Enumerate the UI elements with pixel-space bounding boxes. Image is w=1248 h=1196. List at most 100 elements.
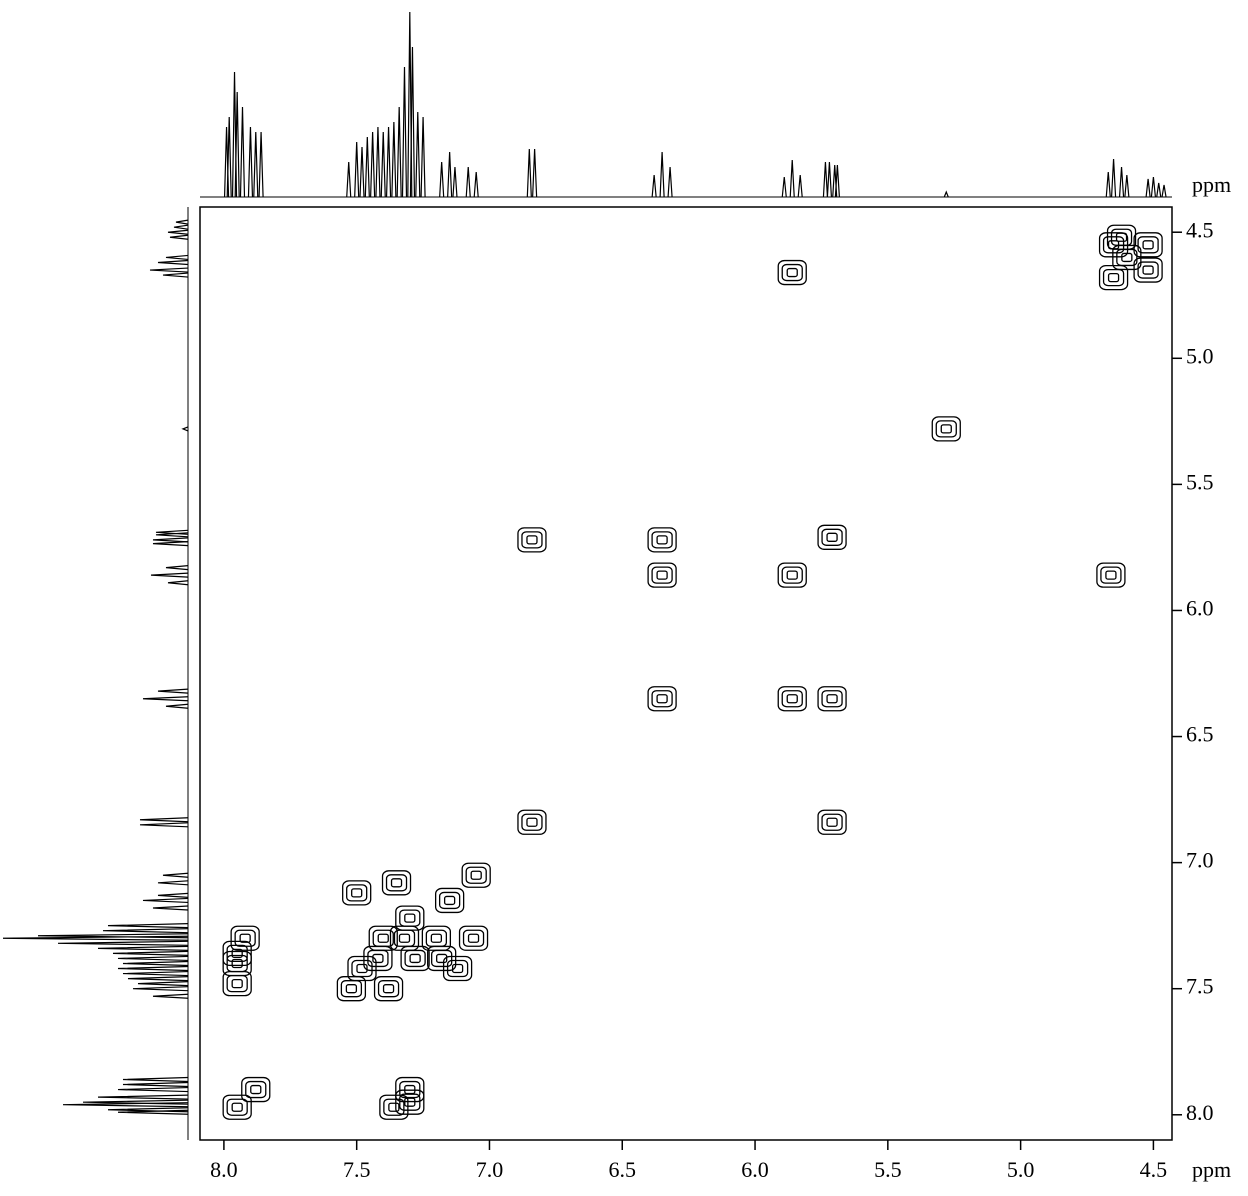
projection-peak	[473, 171, 479, 198]
projection-peak-vertical	[137, 981, 189, 987]
contour	[230, 925, 260, 951]
contour	[826, 817, 838, 827]
projection-peak	[1145, 178, 1151, 198]
contour	[656, 570, 668, 580]
contour	[935, 420, 957, 438]
contour	[1121, 252, 1133, 263]
contour	[1115, 232, 1128, 242]
projection-peak-vertical	[152, 993, 189, 999]
contour	[1137, 261, 1159, 279]
contour	[241, 1076, 271, 1103]
contour	[398, 933, 411, 943]
contour	[409, 953, 421, 964]
contour	[431, 949, 453, 968]
contour	[404, 913, 416, 923]
y-tick-label: 6.5	[1186, 722, 1214, 747]
projection-peak-vertical	[165, 564, 189, 571]
contour	[461, 862, 491, 888]
projection-peak	[651, 174, 657, 198]
projection-peak-vertical	[37, 933, 189, 939]
projection-peak-vertical	[157, 892, 189, 899]
contour	[234, 929, 256, 947]
contour	[427, 945, 457, 972]
projection-peak	[1156, 182, 1162, 198]
contour	[395, 1089, 425, 1115]
projection-peak-vertical	[139, 822, 189, 828]
projection-peak-vertical	[142, 696, 189, 702]
projection-peak-vertical	[165, 703, 189, 709]
projection-peak-vertical	[157, 880, 189, 886]
projection-peak	[234, 91, 240, 198]
contour	[786, 267, 798, 278]
contour	[826, 694, 838, 704]
contour	[1142, 265, 1154, 275]
projection-peak-vertical	[169, 234, 189, 240]
projection-peak-vertical	[122, 1076, 189, 1083]
contour	[446, 959, 469, 978]
contour	[245, 1080, 267, 1099]
projection-peak	[391, 121, 397, 198]
projection-peak	[247, 126, 254, 198]
contour	[1133, 232, 1163, 258]
x-tick-label: 5.0	[1007, 1157, 1035, 1182]
projection-peak	[359, 146, 365, 198]
contour	[517, 527, 547, 553]
y-tick-label: 4.5	[1186, 217, 1214, 242]
contour	[436, 953, 448, 964]
projection-peak-vertical	[132, 986, 189, 992]
projection-peak-vertical	[175, 219, 189, 225]
projection-peak-vertical	[165, 254, 189, 261]
projection-peak	[226, 116, 232, 198]
x-tick-label: 6.5	[609, 1157, 637, 1182]
projection-peak	[826, 161, 833, 198]
contour	[250, 1084, 262, 1095]
contour	[434, 887, 465, 914]
projection-peak	[659, 151, 665, 198]
contour	[379, 1094, 409, 1120]
projection-peak-vertical	[107, 1107, 189, 1113]
contour	[231, 1102, 243, 1112]
projection-peak	[364, 136, 370, 198]
projection-peak-vertical	[152, 905, 189, 911]
projection-peak-vertical	[155, 529, 189, 535]
projection-peak	[380, 131, 386, 198]
projection-peak-vertical	[112, 950, 189, 956]
projection-peak	[943, 190, 949, 198]
contour	[651, 531, 673, 549]
contour	[226, 975, 248, 993]
contour	[438, 891, 461, 910]
projection-peak	[452, 166, 458, 198]
contour	[777, 562, 807, 588]
x-tick-label: 7.0	[476, 1157, 504, 1182]
contour	[336, 976, 367, 1002]
y-tick-label: 5.5	[1186, 469, 1214, 494]
contour	[425, 929, 448, 947]
x-axis-label-top: ppm	[1192, 172, 1231, 197]
contour	[342, 880, 372, 906]
projection-peak	[385, 126, 392, 198]
projection-peak-vertical	[157, 688, 189, 694]
projection-peak	[409, 46, 416, 198]
projection-peak-vertical	[167, 229, 189, 235]
projection-peak-vertical	[152, 541, 189, 547]
contour	[1105, 570, 1117, 580]
contour	[372, 929, 394, 947]
projection-peak-vertical	[57, 940, 189, 946]
contour	[377, 980, 400, 998]
x-tick-label: 5.5	[874, 1157, 902, 1182]
y-tick-label: 7.0	[1186, 848, 1214, 873]
contour	[340, 980, 363, 998]
contour	[647, 686, 677, 712]
contour	[526, 535, 538, 545]
projection-peak	[239, 106, 246, 198]
contour	[777, 259, 807, 286]
y-tick-label: 8.0	[1186, 1100, 1214, 1125]
contour	[388, 1102, 400, 1112]
contour	[467, 933, 480, 943]
contour	[1098, 264, 1129, 291]
contour	[390, 878, 403, 888]
contour	[222, 940, 252, 967]
contour	[521, 531, 543, 549]
contour	[404, 1084, 416, 1095]
